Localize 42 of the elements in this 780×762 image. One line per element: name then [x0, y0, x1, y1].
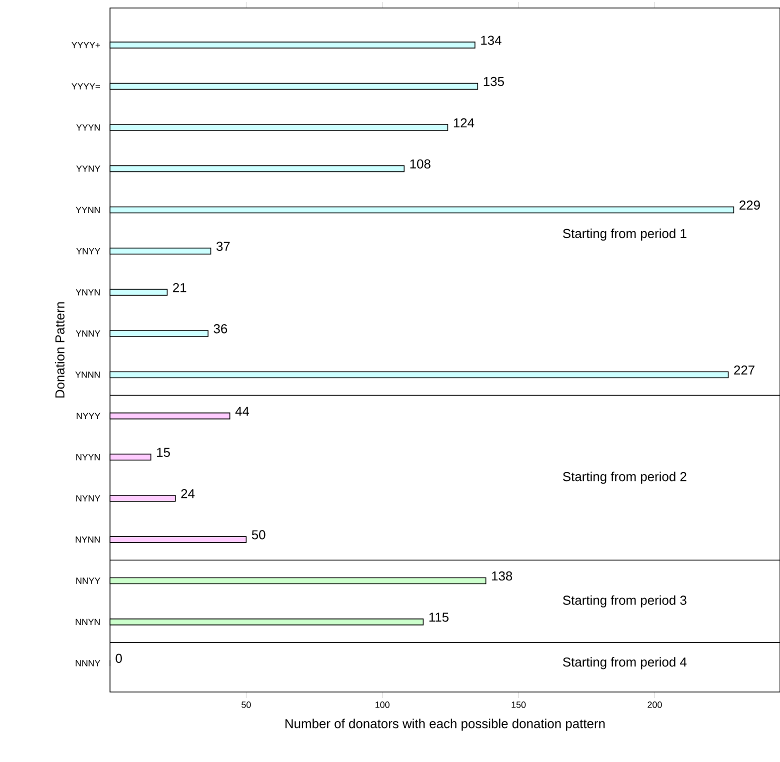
y-tick-label: YYNY — [76, 166, 100, 172]
annotation: Starting from period 2 — [563, 472, 686, 484]
y-tick-label: YYYY+ — [72, 42, 100, 48]
annotation: Starting from period 1 — [563, 228, 686, 241]
data-label: 15 — [157, 448, 170, 457]
y-tick-label: NNYN — [76, 618, 100, 626]
data-label: 44 — [235, 406, 250, 416]
y-tick-label: NYNY — [76, 495, 100, 502]
y-tick-label: YNYN — [76, 289, 100, 296]
x-tick-label: 200 — [648, 702, 662, 708]
data-label: 134 — [481, 36, 502, 45]
x-tick-label: 100 — [376, 702, 390, 708]
annotation: Starting from period 3 — [563, 595, 686, 608]
y-tick-label: YNNY — [76, 330, 100, 337]
y-tick-label: YYNN — [76, 206, 100, 213]
y-tick-label: YYYY= — [72, 83, 100, 90]
data-label: 227 — [734, 365, 754, 375]
y-tick-label: NYYY — [76, 412, 100, 420]
y-tick-label: YNYY — [76, 248, 100, 254]
y-tick-label: NYYN — [76, 454, 100, 460]
data-label: 21 — [173, 283, 186, 292]
data-label: 229 — [740, 200, 760, 210]
x-axis-title: Number of donators with each possible donation pattern — [286, 718, 605, 731]
y-tick-label: NNYY — [76, 578, 100, 584]
data-label: 36 — [214, 324, 228, 334]
data-label: 115 — [429, 612, 449, 622]
y-tick-label: YNNN — [75, 372, 100, 378]
data-label: 108 — [410, 159, 430, 168]
data-label: 124 — [454, 118, 474, 128]
data-label: 37 — [216, 242, 230, 251]
annotation: Starting from period 4 — [563, 657, 687, 670]
data-label: 0 — [116, 654, 122, 663]
y-tick-label: YYYN — [76, 124, 100, 131]
y-axis-title: Donation Pattern — [54, 302, 64, 398]
x-tick-label: 50 — [242, 702, 251, 708]
data-label: 135 — [484, 76, 504, 86]
data-label: 50 — [252, 530, 266, 540]
y-tick-label: NYNN — [76, 536, 100, 543]
x-tick-label: 150 — [512, 702, 526, 708]
data-label: 138 — [492, 571, 512, 581]
y-tick-label: NNNY — [76, 660, 100, 666]
data-label: 24 — [181, 489, 195, 498]
